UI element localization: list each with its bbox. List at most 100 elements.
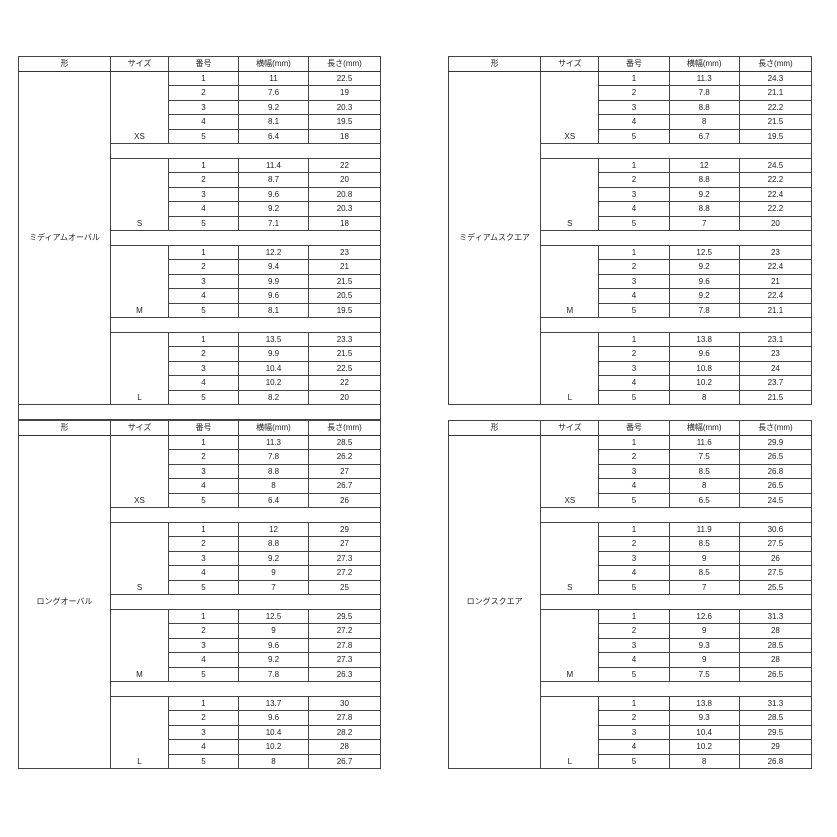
width-mm: 9.2 xyxy=(668,186,740,202)
length-mm: 28.5 xyxy=(308,434,381,450)
item-number: 5 xyxy=(598,302,670,318)
width-mm: 9.6 xyxy=(238,710,309,726)
item-number: 4 xyxy=(598,478,670,494)
table-row: 3 9.2 22.4 xyxy=(449,186,813,202)
length-mm: 22 xyxy=(308,375,381,391)
size-label: L xyxy=(540,331,600,405)
item-number: 4 xyxy=(168,652,239,668)
length-mm: 26.5 xyxy=(738,666,813,682)
length-mm: 22.2 xyxy=(738,99,813,115)
length-mm: 20 xyxy=(738,215,813,231)
item-number: 4 xyxy=(598,201,670,217)
column-header: 横幅(mm) xyxy=(668,56,740,72)
length-mm: 29.5 xyxy=(308,608,381,624)
item-number: 1 xyxy=(598,157,670,173)
size-label: S xyxy=(540,521,600,595)
width-mm: 7 xyxy=(238,579,309,595)
blank-cell xyxy=(540,143,812,159)
width-mm: 13.7 xyxy=(238,695,309,711)
table-row: ロングスクエア XS 1 11.6 29.9 xyxy=(447,434,813,769)
item-number: 4 xyxy=(598,565,670,581)
item-number: 4 xyxy=(168,739,239,755)
length-mm: 25.5 xyxy=(738,579,813,595)
item-number: 5 xyxy=(598,666,670,682)
length-mm: 27 xyxy=(308,463,381,479)
table-row: 2 9.6 27.8 xyxy=(19,710,381,726)
length-mm: 30 xyxy=(308,695,381,711)
size-label: XS xyxy=(110,70,169,144)
item-number: 3 xyxy=(598,550,670,566)
column-header: 長さ(mm) xyxy=(308,420,381,436)
size-table-medium-square: 形サイズ 番号 横幅(mm) 長さ(mm) ミディアムスクエア XS 1 11.3 24.3 2 7… xyxy=(447,56,813,405)
size-label: M xyxy=(540,608,600,682)
table-row: 5 7.8 21.1 xyxy=(449,302,813,318)
header-row: 形サイズ 番号 横幅(mm) 長さ(mm) xyxy=(18,420,381,436)
blank-cell xyxy=(110,230,381,246)
column-header: 形 xyxy=(447,420,542,436)
length-mm: 23.1 xyxy=(738,331,813,347)
table-row: 4 8.8 22.2 xyxy=(449,201,813,217)
item-number: 2 xyxy=(598,85,670,101)
table-row: 4 8.5 27.5 xyxy=(449,565,813,581)
shape-label: ミディアムスクエア xyxy=(447,70,542,405)
item-number: 2 xyxy=(168,449,239,465)
table-row: S 1 11.9 30.6 xyxy=(449,521,813,595)
item-number: 1 xyxy=(168,244,239,260)
width-mm: 8 xyxy=(668,114,740,130)
blank-cell xyxy=(110,594,381,610)
length-mm: 21.5 xyxy=(308,346,381,362)
length-mm: 27.2 xyxy=(308,565,381,581)
width-mm: 9.2 xyxy=(668,259,740,275)
length-mm: 19.5 xyxy=(308,114,381,130)
length-mm: 21.5 xyxy=(308,273,381,289)
length-mm: 22.2 xyxy=(738,201,813,217)
table-row: 5 8 26.8 xyxy=(449,753,813,769)
table-row: 3 10.4 22.5 xyxy=(19,360,381,376)
item-number: 1 xyxy=(598,521,670,537)
size-table-long-oval: 形サイズ 番号 横幅(mm) 長さ(mm) ロングオーバル XS 1 11.3 28.5 2 7.8… xyxy=(18,420,381,769)
table-row: 5 8.1 19.5 xyxy=(19,302,381,318)
size-table-long-square: 形サイズ 番号 横幅(mm) 長さ(mm) ロングスクエア XS 1 11.6 29.9 2 7.5… xyxy=(447,420,813,769)
length-mm: 26.8 xyxy=(738,463,813,479)
item-number: 5 xyxy=(598,389,670,405)
length-mm: 27.8 xyxy=(308,710,381,726)
table-row: ロングオーバル XS 1 11.3 28.5 xyxy=(18,434,381,769)
blank-cell xyxy=(540,507,812,523)
item-number: 1 xyxy=(168,157,239,173)
width-mm: 10.2 xyxy=(668,375,740,391)
length-mm: 23 xyxy=(738,244,813,260)
width-mm: 9.2 xyxy=(238,99,309,115)
length-mm: 26.5 xyxy=(738,478,813,494)
length-mm: 21.1 xyxy=(738,302,813,318)
length-mm: 29 xyxy=(308,521,381,537)
item-number: 3 xyxy=(168,273,239,289)
width-mm: 9.4 xyxy=(238,259,309,275)
length-mm: 30.6 xyxy=(738,521,813,537)
table-row: 2 9.2 22.4 xyxy=(449,259,813,275)
width-mm: 9 xyxy=(238,565,309,581)
length-mm: 23.7 xyxy=(738,375,813,391)
width-mm: 8.5 xyxy=(668,536,740,552)
length-mm: 21 xyxy=(308,259,381,275)
table-row: 3 9.9 21.5 xyxy=(19,273,381,289)
column-header: サイズ xyxy=(110,420,169,436)
width-mm: 8.7 xyxy=(238,172,309,188)
length-mm: 27.5 xyxy=(738,536,813,552)
length-mm: 21 xyxy=(738,273,813,289)
length-mm: 28.5 xyxy=(738,710,813,726)
header-row: 形サイズ 番号 横幅(mm) 長さ(mm) xyxy=(447,56,813,72)
length-mm: 28 xyxy=(738,652,813,668)
width-mm: 10.8 xyxy=(668,360,740,376)
blank-cell xyxy=(540,594,812,610)
table-row: 5 6.4 18 xyxy=(19,128,381,144)
item-number: 4 xyxy=(598,375,670,391)
width-mm: 12.5 xyxy=(238,608,309,624)
width-mm: 12.6 xyxy=(668,608,740,624)
item-number: 2 xyxy=(168,710,239,726)
table-row: M 1 12.5 29.5 xyxy=(19,608,381,682)
item-number: 2 xyxy=(168,172,239,188)
width-mm: 11.4 xyxy=(238,157,309,173)
table-row: M 1 12.5 23 xyxy=(449,244,813,318)
table-row: 4 9 27.2 xyxy=(19,565,381,581)
table-row: 3 9 26 xyxy=(449,550,813,566)
